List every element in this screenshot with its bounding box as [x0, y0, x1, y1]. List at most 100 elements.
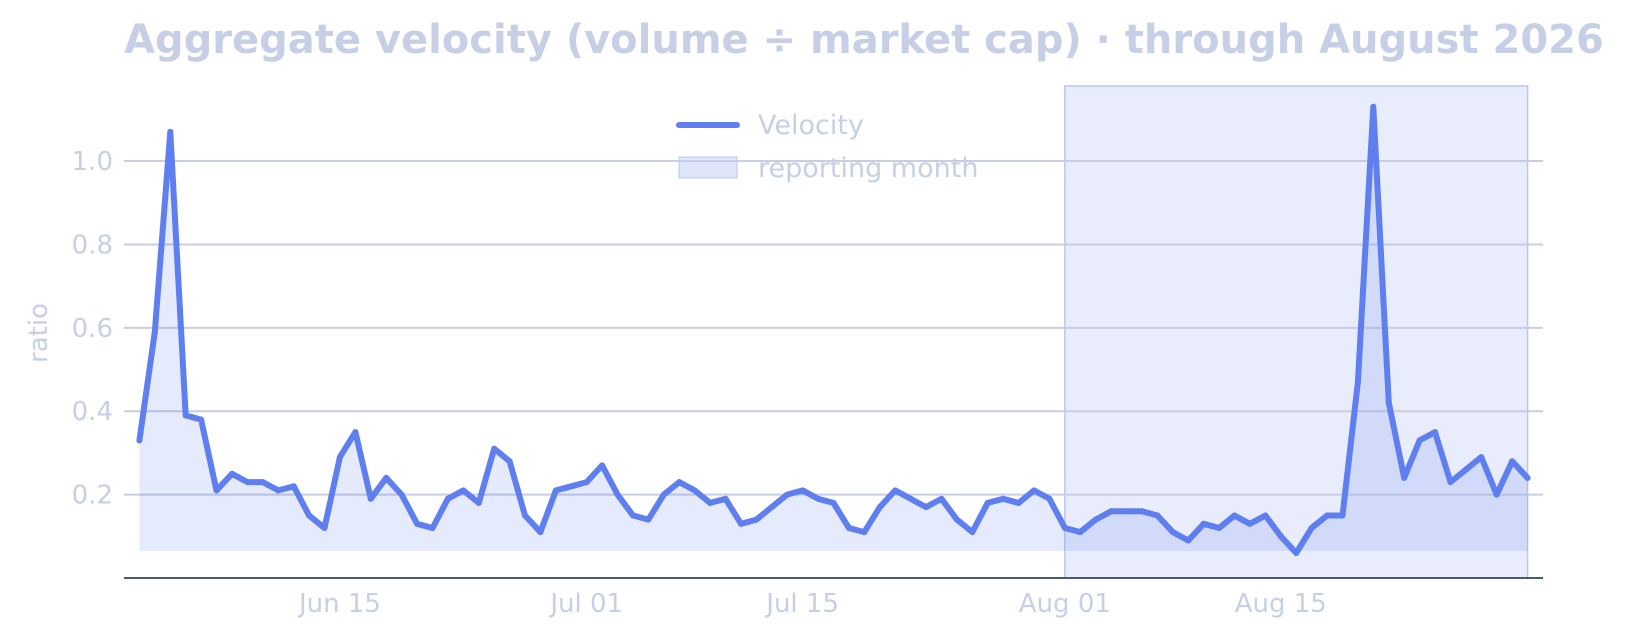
data-point	[1447, 479, 1454, 486]
data-point	[537, 529, 544, 536]
data-point	[953, 516, 960, 523]
data-point	[984, 499, 991, 506]
y-tick-label: 0.2	[72, 481, 113, 511]
data-point	[198, 416, 205, 423]
series-area-fill	[139, 106, 1528, 554]
data-point	[367, 495, 374, 502]
data-point	[1262, 512, 1269, 519]
data-point	[136, 437, 143, 444]
data-point	[1354, 379, 1361, 386]
data-point	[568, 483, 575, 490]
line-layer	[136, 103, 1531, 556]
data-point	[151, 329, 158, 335]
data-point	[1308, 524, 1315, 531]
data-point	[213, 487, 220, 494]
data-point	[1061, 524, 1068, 531]
data-point	[1416, 437, 1423, 444]
data-point	[1216, 524, 1223, 531]
data-point	[1401, 474, 1408, 481]
data-point	[1015, 499, 1022, 506]
data-point	[259, 479, 266, 486]
data-point	[1108, 508, 1115, 515]
axis-layer: 0.2 0.4 0.6 0.8 1.0 Jun 15 Jul 01 Jul 15 Aug 01 A…	[72, 147, 1543, 619]
data-point	[321, 524, 328, 531]
data-point	[1509, 458, 1516, 465]
x-tick-label: Jul 01	[548, 589, 623, 619]
data-point	[306, 512, 313, 519]
data-point	[444, 495, 451, 502]
data-point	[691, 487, 698, 494]
data-point	[1478, 454, 1485, 461]
data-point	[645, 516, 652, 523]
data-point	[969, 529, 976, 536]
data-point	[845, 524, 852, 531]
data-point	[938, 495, 945, 502]
y-tick-label: 1.0	[72, 147, 113, 177]
data-point	[614, 491, 621, 498]
data-point	[753, 516, 760, 523]
y-tick-label: 0.4	[72, 397, 113, 427]
data-point	[182, 412, 189, 419]
data-point	[660, 491, 667, 498]
area-fill-layer	[139, 106, 1528, 554]
data-point	[599, 462, 606, 469]
data-point	[1246, 520, 1253, 527]
data-point	[290, 483, 297, 490]
data-point	[1385, 399, 1392, 406]
data-point	[352, 429, 359, 436]
data-point	[830, 499, 837, 506]
data-point	[907, 495, 914, 502]
data-point	[1200, 520, 1207, 527]
data-point	[429, 524, 436, 531]
data-point	[1138, 508, 1145, 515]
legend: Velocity reporting month	[676, 110, 978, 184]
data-point	[1524, 474, 1531, 481]
x-tick-label: Jun 15	[297, 589, 381, 619]
data-point	[1000, 495, 1007, 502]
legend-swatch-region	[678, 156, 738, 179]
data-point	[799, 487, 806, 494]
data-point	[1231, 512, 1238, 519]
x-tick-label: Aug 15	[1235, 589, 1327, 619]
data-point	[1092, 516, 1099, 523]
data-point	[1493, 491, 1500, 498]
data-point	[861, 529, 868, 536]
data-point	[1277, 533, 1284, 540]
data-point	[923, 504, 930, 511]
data-point	[506, 458, 513, 465]
reporting-month-region	[1064, 85, 1529, 579]
data-point	[1432, 429, 1439, 436]
grid-layer	[124, 160, 1543, 496]
data-point	[1462, 466, 1469, 473]
data-point	[244, 479, 251, 486]
data-point	[552, 487, 559, 494]
legend-label-reporting-month: reporting month	[758, 153, 978, 184]
data-point	[676, 479, 683, 486]
data-point	[722, 495, 729, 502]
x-tick-label: Aug 01	[1019, 589, 1111, 619]
data-point	[876, 504, 883, 511]
data-point	[737, 520, 744, 527]
data-point	[414, 520, 421, 527]
data-point	[583, 479, 590, 486]
data-point	[1293, 549, 1300, 556]
data-point	[892, 487, 899, 494]
data-point	[1154, 512, 1161, 519]
data-point	[460, 487, 467, 494]
chart-title: Aggregate velocity (volume ÷ market cap)…	[124, 17, 1604, 63]
y-axis-label: ratio	[24, 303, 54, 363]
data-point	[1031, 487, 1038, 494]
data-point	[629, 512, 636, 519]
data-point	[383, 474, 390, 481]
x-tick-label: Jul 15	[764, 589, 839, 619]
data-point	[398, 491, 405, 498]
data-point	[1324, 512, 1331, 519]
data-point	[1339, 512, 1346, 519]
data-point	[491, 445, 498, 452]
data-point	[475, 499, 482, 506]
data-point	[167, 128, 174, 135]
data-point	[228, 470, 235, 477]
data-point	[1370, 103, 1377, 110]
y-tick-label: 0.6	[72, 314, 113, 344]
data-point	[1123, 508, 1130, 515]
